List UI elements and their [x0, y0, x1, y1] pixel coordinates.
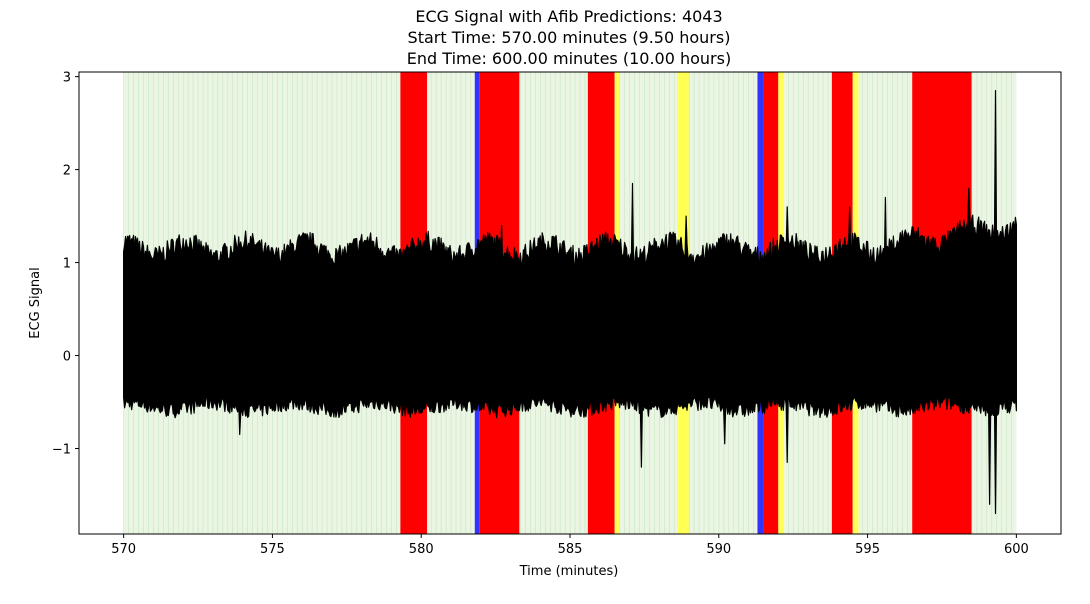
x-tick-label: 585 [558, 542, 583, 557]
x-tick-label: 580 [409, 542, 434, 557]
x-tick-label: 595 [855, 542, 880, 557]
x-tick-label: 575 [260, 542, 285, 557]
axes: 570 575 580 585 590 595 600 −1 0 1 2 3 [52, 71, 1062, 557]
y-tick-label: 1 [63, 257, 71, 272]
ecg-signal [123, 90, 1017, 515]
chart-subtitle-start: Start Time: 570.00 minutes (9.50 hours) [408, 28, 731, 47]
chart-title: ECG Signal with Afib Predictions: 4043 [415, 7, 722, 26]
chart-subtitle-end: End Time: 600.00 minutes (10.00 hours) [407, 49, 731, 68]
y-tick-label: 0 [63, 350, 71, 365]
y-tick-label: −1 [52, 442, 71, 457]
x-axis-label: Time (minutes) [519, 564, 619, 579]
x-tick-label: 570 [111, 542, 136, 557]
x-tick-label: 590 [706, 542, 731, 557]
x-tick-label: 600 [1004, 542, 1029, 557]
y-tick-label: 2 [63, 164, 71, 179]
y-tick-label: 3 [63, 71, 71, 86]
y-axis-label: ECG Signal [28, 267, 43, 338]
ecg-signal-trace [123, 90, 1017, 515]
